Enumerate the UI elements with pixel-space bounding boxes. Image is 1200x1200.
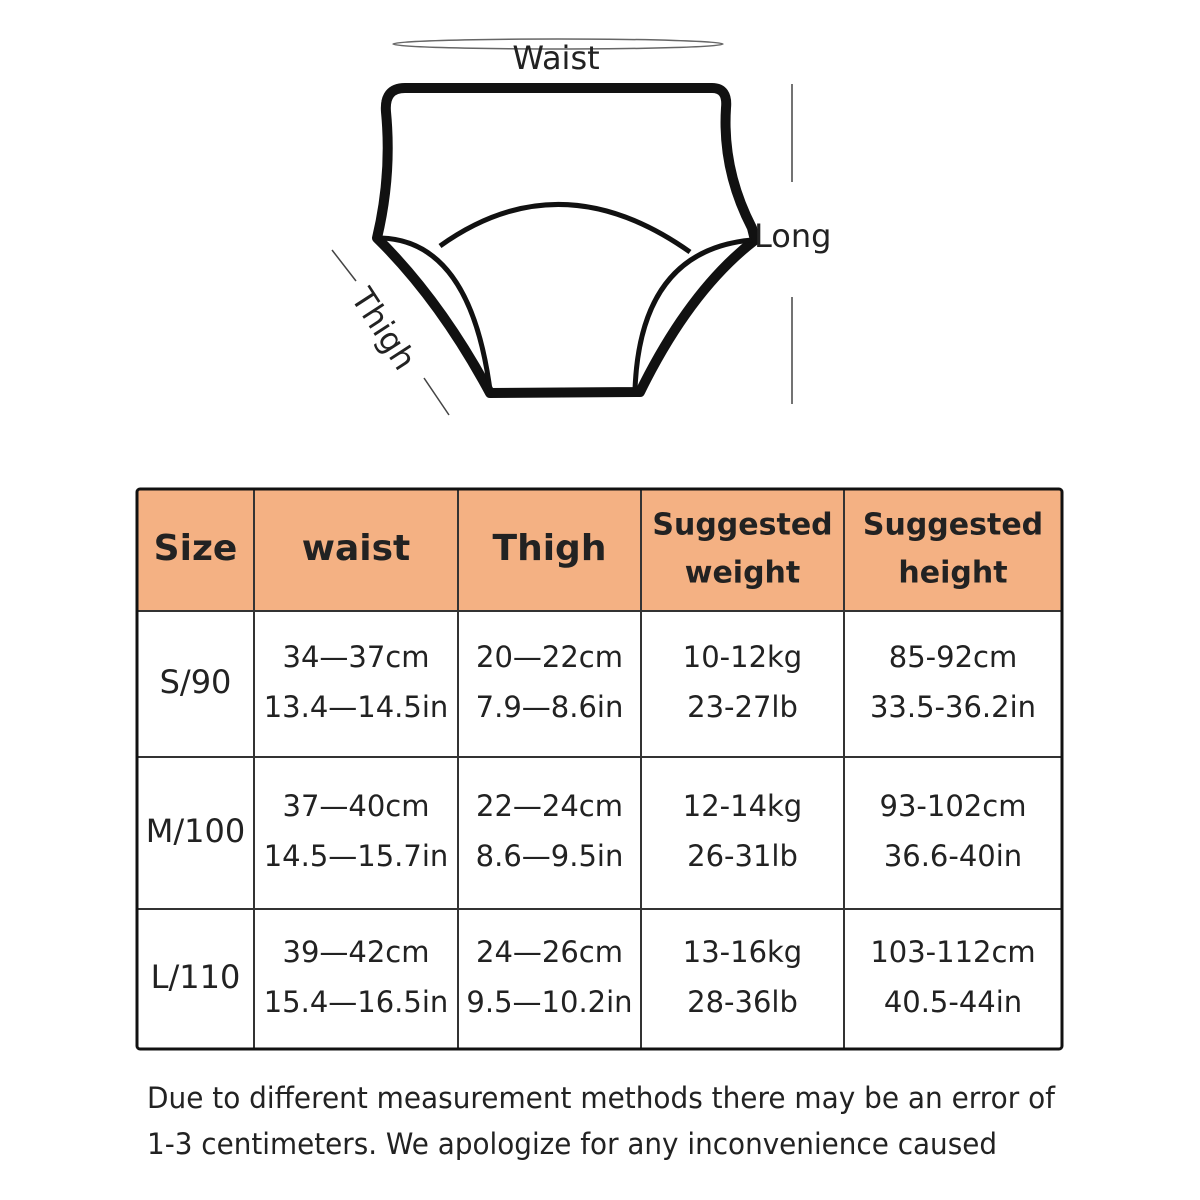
cell-text: 13-16kg [683,935,802,969]
header-text: Size [154,528,238,569]
cell-text: 7.9—8.6in [476,690,624,724]
cell-text: 24—26cm [476,935,623,969]
waist-label: Waist [512,39,599,77]
cell-text: S/90 [160,663,232,701]
cell-text: 15.4—16.5in [264,985,449,1019]
note-line: 1-3 centimeters. We apologize for any in… [147,1127,997,1161]
gusset [438,201,692,255]
cell-text: 8.6—9.5in [476,839,624,873]
cell-text: 23-27lb [687,690,798,724]
cell-text: 9.5—10.2in [466,985,632,1019]
header-bg [137,489,1062,611]
cell-text: 13.4—14.5in [264,690,449,724]
waist-line [392,38,724,50]
cell-text: 12-14kg [683,789,802,823]
cell-text: 93-102cm [880,789,1027,823]
header-text: waist [302,528,411,569]
cell-text: 20—22cm [476,640,623,674]
right-leg [632,237,753,391]
header-text: Suggested [652,508,832,543]
cell-text: 26-31lb [687,839,798,873]
long-label: Long [754,217,831,255]
cell-text: 22—24cm [476,789,623,823]
header-text: Suggested [863,508,1043,543]
cell-text: 37—40cm [283,789,430,823]
thigh-label: Thigh [343,280,424,376]
cell-text: 14.5—15.7in [264,839,449,873]
cell-text: 10-12kg [683,640,802,674]
header-text: height [898,556,1007,591]
header-text: Thigh [493,528,607,569]
cell-text: 36.6-40in [884,839,1022,873]
thigh-line [331,249,357,282]
cell-text: 40.5-44in [884,985,1022,1019]
size-table: Size waist Thigh Suggested weight Suggested he… [135,487,1064,1051]
cell-text: 85-92cm [889,640,1017,674]
cell-text: 34—37cm [283,640,430,674]
cell-text: M/100 [146,812,245,850]
cell-text: 39—42cm [283,935,430,969]
cell-text: L/110 [151,958,241,996]
outline [372,83,760,398]
note-line: Due to different measurement methods the… [147,1081,1056,1115]
thigh-line [423,377,450,416]
left-leg [379,235,493,391]
cell-text: 28-36lb [687,985,798,1019]
note: Due to different measurement methods the… [147,1081,1056,1161]
cell-text: 103-112cm [870,935,1035,969]
cell-text: 33.5-36.2in [870,690,1036,724]
garment-diagram [331,38,793,416]
header-text: weight [685,556,801,591]
table-border [135,487,1064,1051]
